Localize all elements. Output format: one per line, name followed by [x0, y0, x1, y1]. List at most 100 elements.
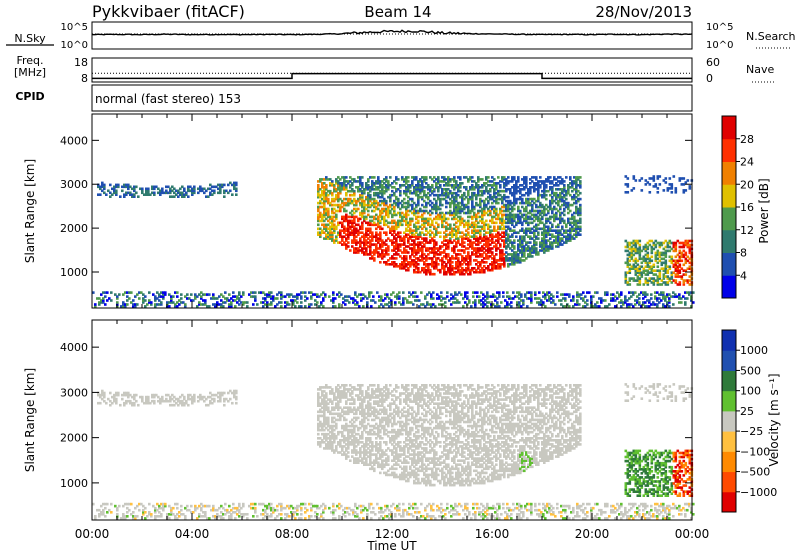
heatmap-cell — [557, 231, 560, 234]
heatmap-cell — [523, 259, 526, 262]
heatmap-cell — [461, 241, 464, 244]
heatmap-cell — [367, 195, 370, 199]
heatmap-cell — [433, 193, 436, 197]
heatmap-cell — [144, 305, 147, 308]
heatmap-cell — [481, 255, 484, 258]
heatmap-cell — [405, 215, 408, 219]
heatmap-cell — [680, 275, 684, 278]
heatmap-cell — [184, 295, 187, 298]
heatmap-cell — [505, 199, 508, 203]
heatmap-cell — [361, 182, 364, 185]
heatmap-cell — [333, 189, 336, 193]
heatmap-cell — [355, 239, 358, 242]
heatmap-cell — [670, 191, 674, 194]
heatmap-cell — [435, 259, 438, 262]
heatmap-cell — [102, 502, 105, 506]
heatmap-cell — [361, 176, 364, 179]
heatmap-cell — [513, 191, 516, 195]
heatmap-cell — [431, 201, 434, 205]
heatmap-cell — [431, 186, 434, 189]
heatmap-cell — [383, 186, 386, 189]
heatmap-cell — [333, 219, 336, 223]
heatmap-cell — [543, 182, 546, 185]
heatmap-cell — [565, 225, 568, 229]
heatmap-cell — [369, 229, 372, 232]
heatmap-cell — [529, 249, 532, 252]
heatmap-cell — [170, 299, 173, 302]
heatmap-cell — [493, 259, 496, 262]
heatmap-cell — [385, 189, 388, 193]
heatmap-cell — [481, 261, 484, 264]
heatmap-cell — [387, 221, 390, 225]
heatmap-cell — [686, 291, 689, 294]
heatmap-cell — [485, 231, 488, 234]
heatmap-cell — [373, 221, 376, 225]
heatmap-cell — [371, 188, 374, 191]
heatmap-cell — [571, 229, 574, 232]
heatmap-cell — [630, 249, 634, 253]
heatmap-cell — [402, 303, 405, 306]
heatmap-cell — [427, 219, 430, 223]
heatmap-cell — [644, 243, 648, 247]
heatmap-cell — [507, 182, 510, 185]
heatmap-cell — [662, 253, 666, 257]
heatmap-cell — [407, 176, 410, 179]
heatmap-cell — [252, 291, 255, 294]
heatmap-cell — [545, 225, 548, 229]
heatmap-cell — [682, 241, 686, 245]
heatmap-cell — [632, 263, 636, 267]
heatmap-cell — [437, 263, 440, 266]
freq-label-line1: Freq. — [16, 54, 43, 67]
heatmap-cell — [640, 305, 643, 308]
heatmap-cell — [496, 301, 499, 304]
heatmap-cell — [377, 201, 380, 205]
heatmap-cell — [461, 237, 464, 240]
heatmap-cell — [338, 291, 341, 294]
heatmap-cell — [489, 184, 492, 187]
heatmap-cell — [395, 195, 398, 199]
heatmap-cell — [382, 305, 385, 308]
heatmap-cell — [451, 201, 454, 205]
heatmap-cell — [559, 199, 562, 203]
heatmap-cell — [347, 197, 350, 201]
heatmap-cell — [487, 267, 490, 270]
heatmap-cell — [471, 217, 474, 221]
heatmap-cell — [461, 255, 464, 258]
heatmap-cell — [469, 215, 472, 219]
heatmap-cell — [656, 299, 659, 302]
heatmap-cell — [511, 193, 514, 197]
heatmap-cell — [511, 213, 514, 217]
heatmap-cell — [369, 253, 372, 256]
heatmap-cell — [547, 239, 550, 242]
heatmap-cell — [429, 213, 432, 217]
heatmap-cell — [355, 229, 358, 232]
heatmap-cell — [106, 299, 109, 302]
heatmap-cell — [479, 189, 482, 193]
heatmap-cell — [491, 253, 494, 256]
heatmap-cell — [487, 247, 490, 250]
heatmap-cell — [453, 213, 456, 217]
heatmap-cell — [375, 227, 378, 231]
heatmap-cell — [646, 263, 650, 267]
heatmap-cell — [369, 257, 372, 260]
heatmap-cell — [501, 263, 504, 266]
heatmap-cell — [387, 263, 390, 266]
heatmap-cell — [495, 267, 498, 270]
heatmap-cell — [473, 213, 476, 217]
heatmap-cell — [515, 255, 518, 258]
heatmap-cell — [541, 239, 544, 242]
heatmap-cell — [317, 189, 320, 193]
heatmap-cell — [467, 205, 470, 209]
heatmap-cell — [519, 249, 522, 252]
heatmap-cell — [491, 186, 494, 189]
heatmap-cell — [575, 229, 578, 232]
heatmap-cell — [471, 251, 474, 254]
heatmap-cell — [674, 293, 677, 296]
heatmap-cell — [416, 295, 419, 298]
heatmap-cell — [270, 291, 273, 294]
heatmap-cell — [509, 235, 512, 238]
heatmap-cell — [150, 303, 153, 306]
heatmap-cell — [590, 301, 593, 304]
heatmap-cell — [347, 215, 350, 219]
heatmap-cell — [521, 235, 524, 238]
